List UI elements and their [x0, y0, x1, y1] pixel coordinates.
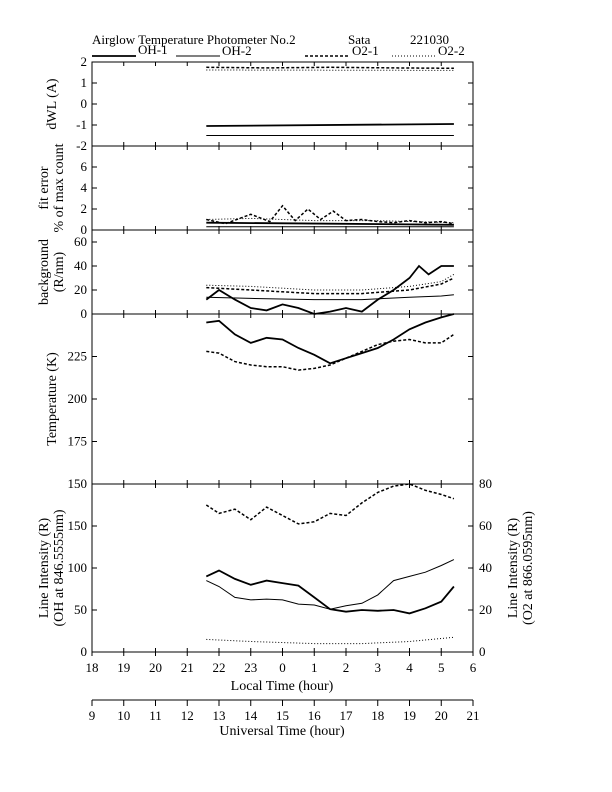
y-tick-label: 0 — [81, 306, 88, 321]
legend: OH-1 OH-2 O2-1 O2-2 — [92, 42, 465, 58]
panel-2: 0 2 4 6 fit error% of max count — [37, 143, 474, 237]
series-oh-1 — [206, 313, 455, 365]
y-tick-label: 200 — [68, 391, 88, 406]
local-time-tick-label: 4 — [406, 660, 413, 675]
y-tick-label: 225 — [68, 349, 88, 364]
y-right-tick-label: 0 — [479, 644, 486, 659]
y-tick-label: 150 — [68, 518, 88, 533]
y-tick-label: 2 — [81, 54, 88, 69]
y-tick-label: 4 — [81, 180, 88, 195]
legend-label-oh2: OH-2 — [222, 43, 252, 58]
universal-time-tick-label: 9 — [89, 708, 96, 723]
local-time-tick-label: 3 — [375, 660, 382, 675]
y-right-axis-label: Line Intensity (R) — [506, 518, 521, 619]
local-time-tick-label: 20 — [149, 660, 162, 675]
universal-time-tick-label: 16 — [308, 708, 322, 723]
local-time-axis-label: Local Time (hour) — [231, 679, 334, 694]
series-oh-1 — [205, 569, 455, 615]
series-oh-1 — [205, 264, 454, 315]
series-oh-1 — [206, 123, 454, 127]
universal-time-tick-label: 15 — [276, 708, 289, 723]
local-time-tick-label: 22 — [213, 660, 226, 675]
figure-date: 221030 — [410, 32, 449, 47]
series-oh-2 — [206, 559, 455, 610]
legend-label-o22: O2-2 — [438, 43, 465, 58]
legend-label-o21: O2-1 — [352, 43, 379, 58]
panel-frame — [91, 61, 474, 147]
universal-time-tick-label: 14 — [244, 708, 258, 723]
universal-time-tick-label: 17 — [340, 708, 354, 723]
universal-time-tick-label: 10 — [117, 708, 130, 723]
y-right-tick-label: 80 — [479, 476, 492, 491]
panel-4: 150 175 200 225 Temperature (K) — [45, 313, 474, 491]
y-tick-label: 175 — [68, 434, 88, 449]
local-time-tick-label: 21 — [181, 660, 194, 675]
y-tick-label: 40 — [74, 258, 87, 273]
figure-site: Sata — [348, 32, 371, 47]
local-time-tick-label: 2 — [343, 660, 350, 675]
series-oh-1 — [206, 221, 454, 226]
y-tick-label: 20 — [74, 282, 87, 297]
series-o2-1 — [206, 333, 455, 371]
y-axis-label-2: % of max count — [52, 143, 67, 232]
universal-time-tick-label: 21 — [467, 708, 480, 723]
y-axis-label: Temperature (K) — [45, 352, 60, 446]
panel-frame — [91, 145, 474, 231]
y-right-tick-label: 40 — [479, 560, 492, 575]
panel-frame — [91, 483, 474, 653]
local-time-tick-label: 5 — [438, 660, 445, 675]
universal-time-tick-label: 19 — [403, 708, 416, 723]
y-tick-label: 0 — [81, 222, 88, 237]
local-time-tick-label: 18 — [86, 660, 99, 675]
y-axis-label-2: (R/nm) — [52, 251, 67, 292]
legend-label-oh1: OH-1 — [138, 42, 168, 57]
universal-time-tick-label: 18 — [371, 708, 384, 723]
series-oh-2 — [206, 294, 454, 301]
y-tick-label: 0 — [81, 644, 88, 659]
local-time-tick-label: 23 — [244, 660, 257, 675]
y-tick-label: 100 — [68, 560, 88, 575]
y-tick-label: 50 — [74, 602, 87, 617]
y-axis-label: background — [37, 239, 52, 305]
series-o2-2 — [206, 273, 455, 291]
y-right-axis-label-2: (O2 at 866.0595nm) — [521, 511, 536, 625]
y-axis-label: fit error — [37, 166, 52, 209]
y-right-tick-label: 20 — [479, 602, 492, 617]
series-o2-1 — [206, 66, 454, 70]
local-time-tick-label: 0 — [279, 660, 286, 675]
series-o2-2 — [206, 636, 454, 645]
local-time-tick-label: 19 — [117, 660, 130, 675]
panel-3: 0 20 40 60 background (R/nm) — [37, 229, 474, 321]
y-axis-label: dWL (A) — [45, 78, 60, 130]
y-axis-label: Line Intensity (R) — [37, 518, 52, 619]
local-time-tick-label: 6 — [470, 660, 477, 675]
y-right-tick-label: 60 — [479, 518, 492, 533]
panel-1: -2 -1 0 1 2 dWL (A) — [45, 54, 474, 153]
series-o2-2 — [206, 217, 454, 224]
universal-time-tick-label: 11 — [149, 708, 162, 723]
local-time-tick-label: 1 — [311, 660, 318, 675]
figure-title: Airglow Temperature Photometer No.2 — [92, 32, 296, 47]
y-tick-label: 150 — [68, 476, 88, 491]
y-tick-label: 60 — [74, 234, 87, 249]
universal-time-tick-label: 12 — [181, 708, 194, 723]
y-tick-label: 6 — [81, 159, 88, 174]
y-axis-label-2: (OH at 846.5555nm) — [52, 509, 67, 626]
universal-time-axis-label: Universal Time (hour) — [219, 724, 345, 739]
y-tick-label: 1 — [81, 75, 88, 90]
y-tick-label: -1 — [76, 117, 87, 132]
series-o2-1 — [206, 277, 455, 295]
series-o2-1 — [205, 483, 455, 525]
y-tick-label: 0 — [81, 96, 88, 111]
universal-time-tick-label: 13 — [213, 708, 226, 723]
y-tick-label: -2 — [76, 138, 87, 153]
universal-time-tick-label: 20 — [435, 708, 448, 723]
panel-frame — [91, 229, 474, 315]
y-tick-label: 2 — [81, 201, 88, 216]
